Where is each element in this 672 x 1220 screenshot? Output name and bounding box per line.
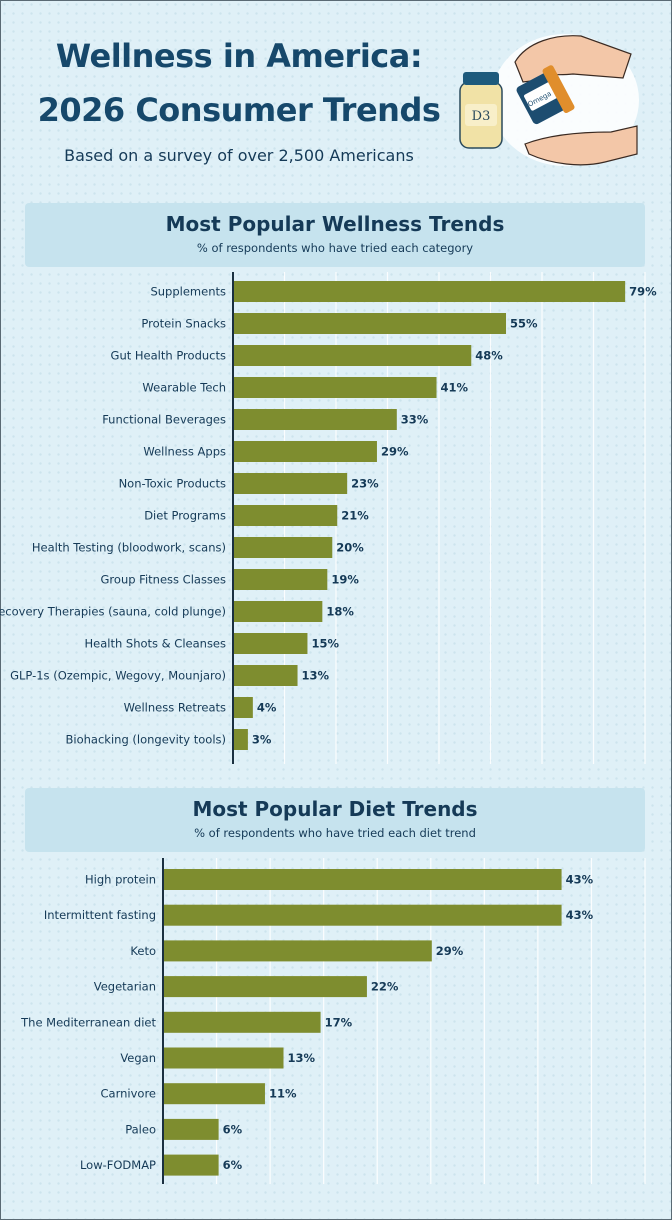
diet-value-label: 29%: [436, 944, 464, 958]
wellness-category-label: Wellness Apps: [143, 445, 226, 459]
diet-bar: [163, 976, 367, 998]
diet-bar: [163, 1118, 219, 1140]
supplement-jar-icon: D3: [459, 72, 503, 149]
diet-trends-subtitle: % of respondents who have tried each die…: [194, 826, 476, 840]
page-subtitle: Based on a survey of over 2,500 American…: [64, 146, 414, 165]
diet-value-label: 22%: [371, 980, 399, 994]
wellness-value-label: 19%: [331, 573, 359, 587]
diet-trends-chart: High protein 43% Intermittent fasting 43% Ke…: [0, 858, 672, 1188]
wellness-category-label: Wearable Tech: [142, 381, 226, 395]
wellness-bar: [233, 569, 328, 590]
diet-category-label: Keto: [130, 944, 156, 958]
wellness-value-label: 15%: [311, 637, 339, 651]
wellness-category-label: Supplements: [150, 285, 226, 299]
wellness-category-label: Gut Health Products: [111, 349, 226, 363]
diet-value-label: 6%: [223, 1122, 243, 1136]
wellness-value-label: 4%: [257, 701, 277, 715]
wellness-bar: [233, 441, 377, 462]
wellness-trends-banner: Most Popular Wellness Trends % of respon…: [25, 203, 645, 267]
diet-chart-svg: High protein 43% Intermittent fasting 43% Ke…: [20, 858, 646, 1184]
pill-bottle-icon: Omega 3: [516, 65, 575, 125]
wellness-value-label: 21%: [341, 509, 369, 523]
jar-label: D3: [472, 109, 491, 124]
diet-bar: [163, 869, 562, 890]
wellness-category-label: Non-Toxic Products: [119, 477, 226, 491]
wellness-category-label: Biohacking (longevity tools): [66, 733, 226, 747]
diet-bar: [163, 940, 432, 962]
wellness-value-label: 20%: [336, 541, 364, 555]
wellness-bar: [233, 633, 308, 654]
wellness-bar: [233, 697, 253, 718]
diet-value-label: 13%: [288, 1051, 316, 1065]
diet-trends-banner: Most Popular Diet Trends % of respondent…: [25, 788, 645, 852]
page-title-line1: Wellness in America:: [55, 37, 423, 75]
diet-bar: [163, 904, 562, 926]
wellness-bar: [233, 601, 323, 622]
wellness-category-label: Group Fitness Classes: [101, 573, 226, 587]
diet-category-label: The Mediterranean diet: [20, 1015, 156, 1029]
wellness-value-label: 79%: [629, 285, 657, 299]
supplements-hands-illustration: D3 Omega 3: [459, 34, 639, 166]
diet-category-label: Low-FODMAP: [80, 1158, 156, 1172]
wellness-trends-subtitle: % of respondents who have tried each cat…: [196, 241, 474, 255]
wellness-bar: [233, 313, 507, 334]
page-title-line2: 2026 Consumer Trends: [37, 91, 441, 129]
diet-value-label: 43%: [566, 908, 594, 922]
diet-bar: [163, 1154, 219, 1176]
wellness-value-label: 13%: [302, 669, 330, 683]
wellness-value-label: 48%: [475, 349, 503, 363]
wellness-bar: [233, 505, 338, 526]
wellness-chart-svg: Supplements 79% Protein Snacks 55% Gut Healt…: [0, 272, 657, 764]
wellness-trends-chart: Supplements 79% Protein Snacks 55% Gut Healt…: [0, 272, 672, 768]
wellness-trends-title: Most Popular Wellness Trends: [165, 212, 505, 236]
diet-bar: [163, 1011, 321, 1033]
wellness-value-label: 33%: [401, 413, 429, 427]
wellness-bar: [233, 537, 333, 558]
diet-category-label: Vegetarian: [94, 980, 156, 994]
wellness-category-label: Recovery Therapies (sauna, cold plunge): [0, 605, 226, 619]
wellness-bar: [233, 377, 437, 398]
wellness-value-label: 41%: [441, 381, 469, 395]
wellness-bar: [233, 729, 248, 750]
diet-category-label: Vegan: [120, 1051, 156, 1065]
wellness-category-label: Diet Programs: [144, 509, 226, 523]
diet-category-label: Carnivore: [101, 1087, 156, 1101]
wellness-category-label: Wellness Retreats: [124, 701, 226, 715]
wellness-category-label: Health Shots & Cleanses: [84, 637, 226, 651]
wellness-category-label: Functional Beverages: [102, 413, 226, 427]
wellness-category-label: Protein Snacks: [141, 317, 226, 331]
diet-value-label: 17%: [325, 1015, 353, 1029]
wellness-bar: [233, 665, 298, 686]
wellness-value-label: 55%: [510, 317, 538, 331]
diet-bar: [163, 1047, 284, 1069]
wellness-value-label: 18%: [326, 605, 354, 619]
wellness-bar: [233, 409, 397, 430]
wellness-value-label: 29%: [381, 445, 409, 459]
diet-trends-title: Most Popular Diet Trends: [192, 797, 478, 821]
wellness-category-label: GLP-1s (Ozempic, Wegovy, Mounjaro): [10, 669, 226, 683]
diet-value-label: 43%: [566, 873, 594, 887]
diet-value-label: 6%: [223, 1158, 243, 1172]
wellness-bar: [233, 345, 472, 366]
wellness-bar: [233, 473, 348, 494]
wellness-value-label: 23%: [351, 477, 379, 491]
wellness-category-label: Health Testing (bloodwork, scans): [32, 541, 226, 555]
wellness-value-label: 3%: [252, 733, 272, 747]
diet-value-label: 11%: [269, 1087, 297, 1101]
wellness-bar: [233, 281, 626, 302]
diet-category-label: Paleo: [125, 1122, 156, 1136]
diet-bar: [163, 1083, 265, 1105]
diet-category-label: Intermittent fasting: [44, 908, 156, 922]
diet-category-label: High protein: [85, 873, 156, 887]
